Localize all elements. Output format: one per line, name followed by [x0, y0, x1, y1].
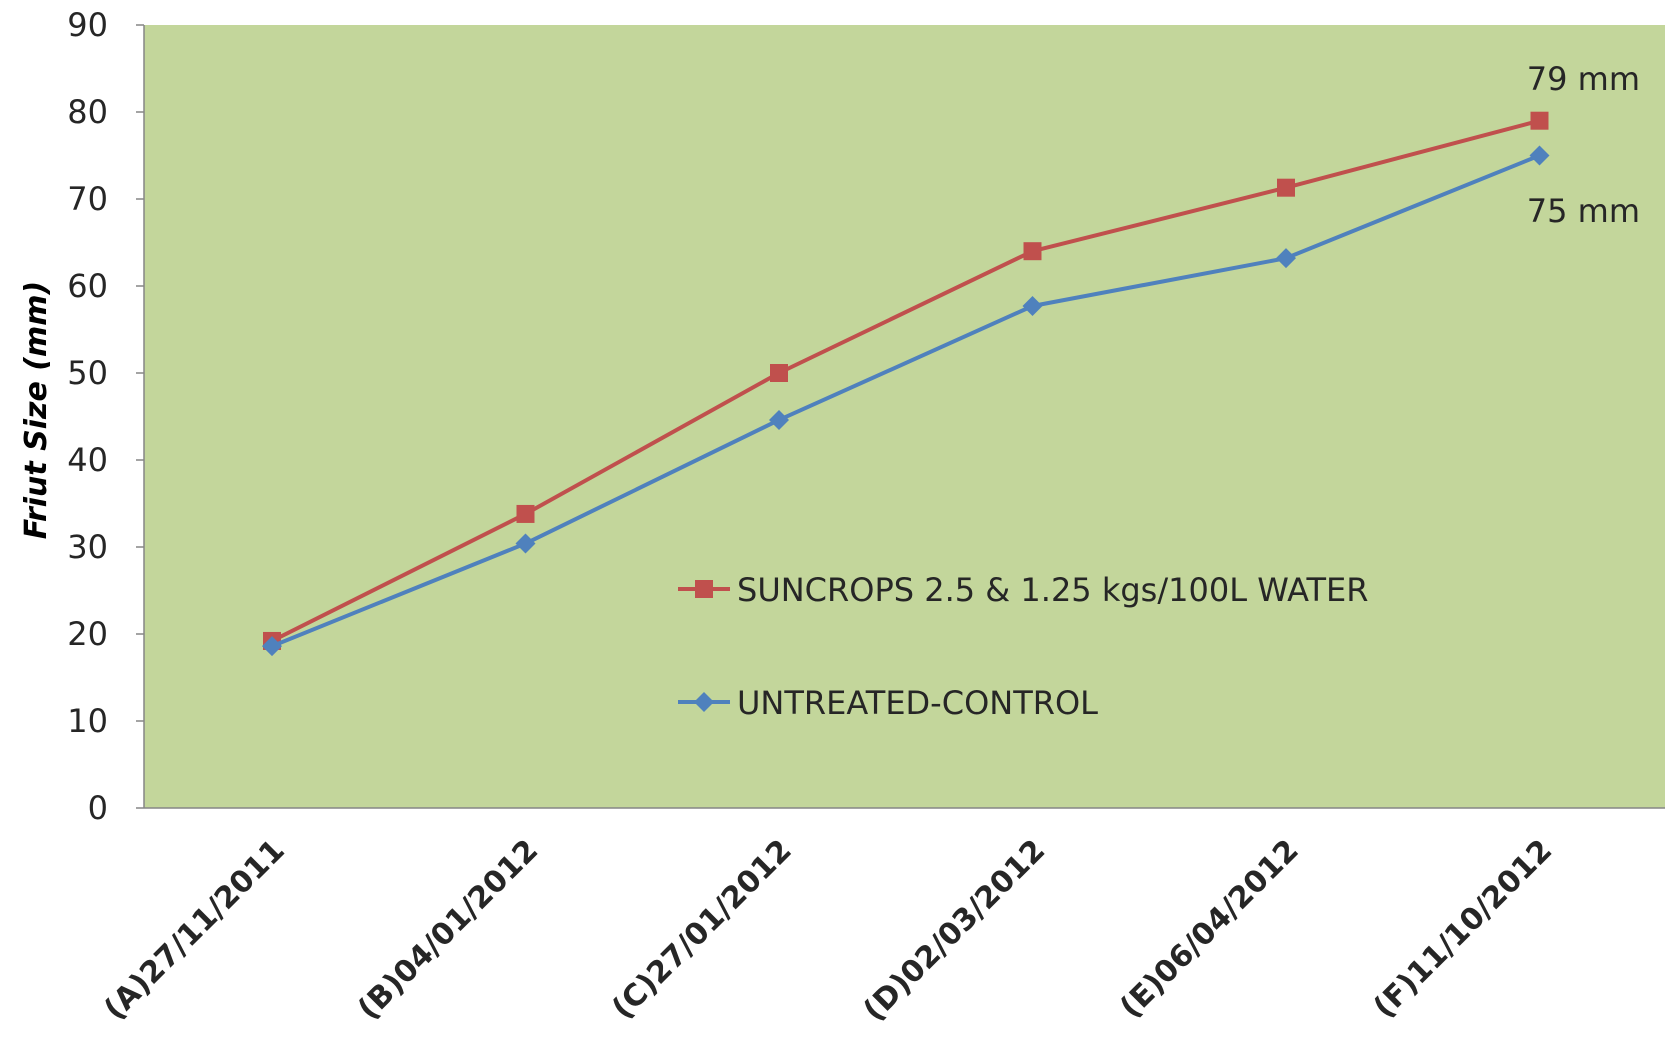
data-point	[695, 580, 713, 598]
annotations: 79 mm 75 mm	[1527, 60, 1640, 230]
data-point	[770, 364, 788, 382]
data-point	[515, 533, 536, 554]
annotation-label: 75 mm	[1527, 192, 1640, 230]
legend-label: UNTREATED-CONTROL	[737, 684, 1098, 722]
data-point	[516, 504, 535, 523]
data-point	[262, 636, 282, 657]
y-tick-label: 80	[67, 93, 108, 131]
y-axis-label: Friut Size (mm)	[19, 281, 54, 540]
y-tick-label: 10	[67, 702, 108, 740]
series-layer	[262, 111, 1550, 657]
y-tick-label: 40	[67, 441, 108, 479]
x-tick-label: (B)04/01/2012	[351, 833, 545, 1027]
data-point	[1530, 111, 1549, 130]
x-tick-label: (E)06/04/2012	[1113, 833, 1305, 1025]
data-point	[769, 409, 789, 430]
y-tick-label: 30	[67, 528, 108, 566]
series-2	[262, 145, 1550, 657]
series-line	[271, 153, 1541, 649]
y-tick-label: 20	[67, 615, 108, 653]
y-tick-label: 50	[67, 354, 108, 392]
y-tick-label: 90	[67, 6, 108, 44]
data-point	[694, 692, 714, 712]
y-tick-label: 60	[67, 267, 108, 305]
legend-item: SUNCROPS 2.5 & 1.25 kgs/100L WATER	[678, 571, 1369, 609]
series-line	[271, 118, 1541, 643]
data-point	[1529, 145, 1550, 166]
data-point	[1023, 242, 1042, 261]
y-axis-ticks: 0 10 20 30 40 50 60 70 80 90	[67, 6, 144, 827]
x-tick-label: (C)27/01/2012	[605, 833, 798, 1026]
x-axis-ticks: (A)27/11/2011 (B)04/01/2012 (C)27/01/2012 (…	[98, 833, 1560, 1028]
data-point	[1022, 296, 1043, 317]
data-point	[1277, 178, 1295, 197]
x-tick-label: (D)02/03/2012	[857, 833, 1052, 1028]
y-tick-label: 70	[67, 180, 108, 218]
legend-item: UNTREATED-CONTROL	[678, 684, 1098, 722]
data-point	[1276, 248, 1296, 269]
legend-label: SUNCROPS 2.5 & 1.25 kgs/100L WATER	[737, 571, 1369, 609]
y-tick-label: 0	[88, 789, 108, 827]
x-tick-label: (A)27/11/2011	[98, 833, 292, 1027]
legend: SUNCROPS 2.5 & 1.25 kgs/100L WATER UNTREA…	[678, 571, 1369, 722]
x-tick-label: (F)11/10/2012	[1367, 833, 1559, 1025]
annotation-label: 79 mm	[1527, 60, 1640, 98]
